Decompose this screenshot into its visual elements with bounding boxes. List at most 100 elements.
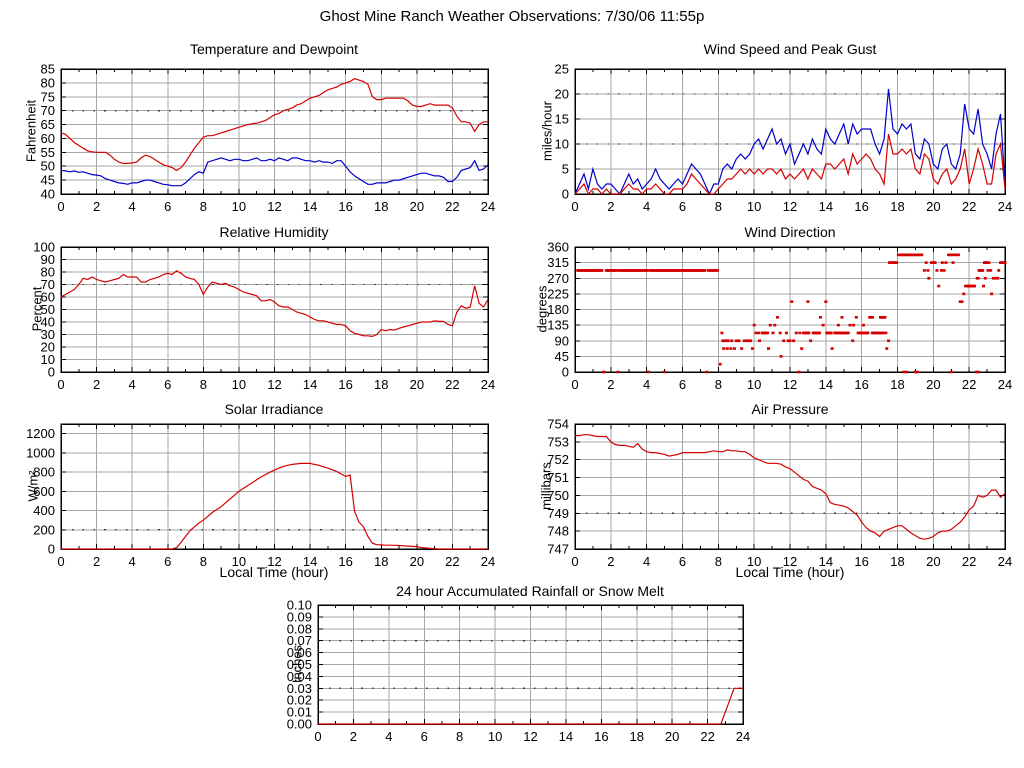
x-tick-label: 8	[715, 199, 722, 214]
y-tick-label: 180	[547, 302, 569, 317]
x-axis-label-local-time-right: Local Time (hour)	[735, 564, 845, 580]
x-tick-label: 22	[445, 377, 459, 392]
x-tick-label: 20	[410, 554, 424, 569]
y-tick-label: 0.02	[287, 693, 312, 708]
y-tick-label: 10	[41, 352, 55, 367]
y-axis-label-degrees: degrees	[534, 285, 550, 333]
y-tick-label: 0.08	[287, 621, 312, 636]
x-tick-label: 4	[385, 729, 392, 744]
y-tick-label: 65	[41, 117, 55, 132]
y-tick-label: 0.04	[287, 669, 312, 684]
x-tick-label: 0	[571, 554, 578, 569]
y-tick-label: 200	[33, 522, 55, 537]
x-tick-label: 14	[819, 199, 833, 214]
x-tick-label: 16	[338, 199, 352, 214]
x-tick-label: 18	[374, 554, 388, 569]
x-tick-label: 8	[200, 199, 207, 214]
x-tick-label: 12	[783, 377, 797, 392]
y-tick-label: 10	[555, 137, 569, 152]
series-wind-speed	[574, 133, 1006, 196]
chart-title-wind-speed-gust: Wind Speed and Peak Gust	[703, 41, 877, 57]
x-tick-label: 2	[93, 199, 100, 214]
tick-labels: 0 2 4 6 8 10 12 14 16 18 20 22 244045505560657075808…	[41, 62, 496, 215]
tick-labels: 0 2 4 6 8 10 12 14 16 18 20 22 240459013518022527031…	[547, 240, 1012, 393]
y-tick-label: 748	[547, 524, 569, 539]
series-dewpoint	[60, 157, 489, 187]
y-tick-label: 60	[41, 290, 55, 305]
x-tick-label: 0	[57, 199, 64, 214]
y-tick-label: 0.10	[287, 598, 312, 613]
y-tick-label: 135	[547, 318, 569, 333]
y-tick-label: 751	[547, 470, 569, 485]
chart-title-temperature-dewpoint: Temperature and Dewpoint	[189, 41, 359, 57]
y-tick-label: 15	[555, 112, 569, 127]
gridlines	[574, 246, 1006, 373]
x-tick-label: 16	[338, 554, 352, 569]
y-tick-label: 0.06	[287, 645, 312, 660]
y-tick-label: 90	[555, 333, 569, 348]
y-tick-label: 270	[547, 271, 569, 286]
x-tick-label: 4	[643, 554, 650, 569]
y-tick-label: 80	[41, 75, 55, 90]
x-tick-label: 10	[747, 554, 761, 569]
x-tick-label: 12	[267, 199, 281, 214]
y-tick-label: 20	[555, 87, 569, 102]
tick-labels: 0 2 4 6 8 10 12 14 16 18 20 22 240200400600800100012…	[26, 426, 495, 569]
series-peak-gust	[574, 88, 1006, 196]
x-tick-label: 0	[57, 377, 64, 392]
y-tick-label: 749	[547, 506, 569, 521]
y-tick-label: 30	[41, 327, 55, 342]
tick-marks	[60, 68, 489, 195]
chart-relative-humidity: 0 2 4 6 8 10 12 14 16 18 20 22 240102030405060708090…	[33, 240, 495, 393]
tick-marks	[574, 68, 1006, 195]
y-tick-label: 40	[41, 187, 55, 202]
x-tick-label: 2	[350, 729, 357, 744]
y-tick-label: 0	[48, 365, 55, 380]
x-tick-label: 0	[571, 199, 578, 214]
tick-labels: 0 2 4 6 8 10 12 14 16 18 20 22 240.000.010.020.030.0…	[287, 598, 751, 745]
gridlines	[574, 68, 1006, 195]
x-tick-label: 8	[200, 554, 207, 569]
x-tick-label: 4	[129, 377, 136, 392]
x-tick-label: 10	[747, 199, 761, 214]
chart-solar-irradiance: 0 2 4 6 8 10 12 14 16 18 20 22 240200400600800100012…	[26, 423, 495, 569]
x-tick-label: 20	[926, 199, 940, 214]
x-tick-label: 22	[700, 729, 714, 744]
x-tick-label: 24	[481, 199, 495, 214]
y-tick-label: 1200	[26, 426, 55, 441]
x-tick-label: 2	[607, 199, 614, 214]
gridlines	[574, 423, 1006, 550]
y-tick-label: 1000	[26, 445, 55, 460]
x-tick-label: 24	[481, 377, 495, 392]
y-tick-label: 70	[41, 103, 55, 118]
x-tick-label: 10	[488, 729, 502, 744]
y-tick-label: 45	[41, 173, 55, 188]
x-tick-label: 18	[890, 377, 904, 392]
x-tick-label: 20	[410, 199, 424, 214]
x-tick-label: 20	[926, 377, 940, 392]
x-tick-label: 8	[456, 729, 463, 744]
y-axis-label-millibars: millibars	[538, 462, 554, 510]
y-tick-label: 75	[41, 89, 55, 104]
x-tick-label: 24	[998, 199, 1012, 214]
x-tick-label: 2	[607, 554, 614, 569]
y-tick-label: 0.00	[287, 717, 312, 732]
y-tick-label: 360	[547, 240, 569, 255]
tick-marks	[574, 423, 1006, 550]
y-tick-label: 750	[547, 488, 569, 503]
x-tick-label: 18	[890, 554, 904, 569]
x-tick-label: 16	[854, 554, 868, 569]
x-tick-label: 2	[93, 377, 100, 392]
x-tick-label: 18	[630, 729, 644, 744]
y-tick-label: 60	[41, 131, 55, 146]
x-tick-label: 6	[679, 199, 686, 214]
x-tick-label: 6	[421, 729, 428, 744]
x-tick-label: 24	[481, 554, 495, 569]
x-tick-label: 2	[607, 377, 614, 392]
chart-title-rainfall: 24 hour Accumulated Rainfall or Snow Mel…	[396, 583, 664, 599]
chart-temperature-dewpoint: 0 2 4 6 8 10 12 14 16 18 20 22 244045505560657075808…	[41, 62, 496, 215]
tick-marks	[317, 604, 744, 725]
y-tick-label: 0.01	[287, 705, 312, 720]
y-tick-label: 70	[41, 277, 55, 292]
